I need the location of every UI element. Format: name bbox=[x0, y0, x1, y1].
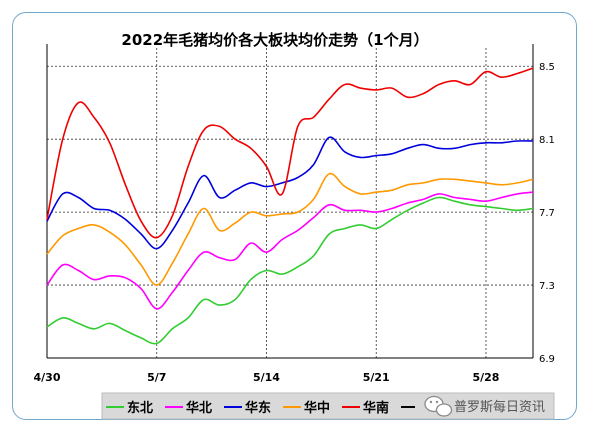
x-tick-label: 5/21 bbox=[363, 371, 390, 384]
x-tick-label: 5/28 bbox=[472, 371, 499, 384]
watermark: 普罗斯每日资讯 bbox=[424, 395, 545, 417]
chart-frame bbox=[12, 12, 577, 420]
x-tick-label: 5/14 bbox=[253, 371, 280, 384]
x-tick-label: 5/7 bbox=[147, 371, 166, 384]
series-line-1 bbox=[46, 191, 534, 310]
axes: 6.9 7.3 7.7 8.1 8.5 4/30 5/7 5/14 5/21 5/28 bbox=[34, 44, 555, 384]
watermark-text: 普罗斯每日资讯 bbox=[454, 399, 545, 415]
wechat-icon bbox=[424, 395, 453, 417]
series-lines bbox=[46, 67, 534, 345]
legend-label: 华中 bbox=[304, 400, 330, 416]
y-tick-label: 6.9 bbox=[539, 354, 555, 365]
legend-label: 华东 bbox=[245, 400, 271, 416]
legend: 东北 华北 华东 华中 华南 bbox=[101, 392, 555, 420]
y-tick-label: 8.5 bbox=[539, 62, 555, 73]
y-tick-label: 7.3 bbox=[539, 281, 555, 292]
series-line-4 bbox=[46, 67, 534, 239]
legend-label: 华南 bbox=[363, 400, 389, 416]
y-tick-label: 7.7 bbox=[539, 208, 555, 219]
x-tick-label: 4/30 bbox=[34, 371, 61, 384]
series-line-0 bbox=[46, 196, 534, 345]
series-line-2 bbox=[46, 136, 534, 250]
legend-label: 东北 bbox=[127, 400, 153, 416]
chart-title: 2022年毛猪均价各大板块均价走势（1个月） bbox=[121, 31, 428, 49]
y-tick-label: 8.1 bbox=[539, 135, 555, 146]
series-line-3 bbox=[46, 172, 534, 286]
legend-label: 华北 bbox=[186, 400, 212, 416]
